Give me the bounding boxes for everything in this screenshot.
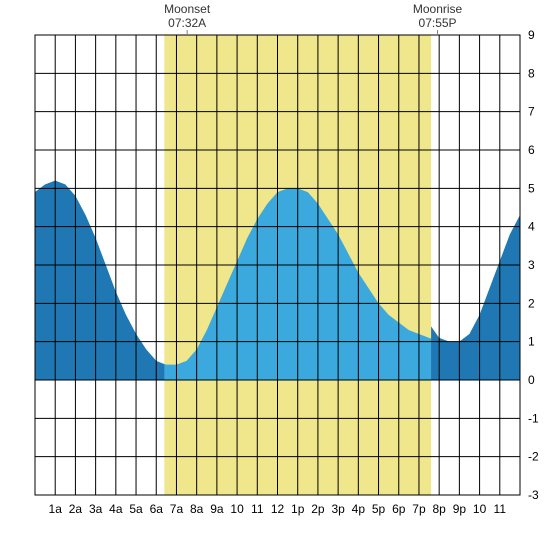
moonrise-label: Moonrise xyxy=(413,2,463,16)
y-tick-label: 7 xyxy=(528,105,535,119)
moonset-label: Moonset xyxy=(164,2,211,16)
y-tick-label: -2 xyxy=(528,450,539,464)
x-tick-label: 1a xyxy=(49,502,63,516)
x-tick-label: 8p xyxy=(432,502,446,516)
y-tick-label: 4 xyxy=(528,220,535,234)
x-tick-label: 2a xyxy=(69,502,83,516)
x-tick-label: 7p xyxy=(412,502,426,516)
chart-svg: -3-2-101234567891a2a3a4a5a6a7a8a9a101112… xyxy=(0,0,550,550)
x-tick-label: 6p xyxy=(392,502,406,516)
x-tick-label: 11 xyxy=(494,502,507,516)
x-tick-label: 10 xyxy=(473,502,487,516)
x-tick-label: 5a xyxy=(129,502,143,516)
x-tick-label: 4a xyxy=(109,502,123,516)
x-tick-label: 10 xyxy=(230,502,244,516)
x-tick-label: 1p xyxy=(291,502,305,516)
x-tick-label: 2p xyxy=(311,502,325,516)
x-tick-label: 7a xyxy=(170,502,184,516)
y-tick-label: 5 xyxy=(528,181,535,195)
y-tick-label: 8 xyxy=(528,66,535,80)
y-tick-label: 3 xyxy=(528,258,535,272)
y-tick-label: -1 xyxy=(528,411,539,425)
x-tick-label: 3a xyxy=(89,502,103,516)
x-tick-label: 9p xyxy=(453,502,467,516)
x-tick-label: 6a xyxy=(150,502,164,516)
y-tick-label: -3 xyxy=(528,488,539,502)
x-tick-label: 4p xyxy=(352,502,366,516)
x-tick-label: 12 xyxy=(271,502,285,516)
tide-chart: -3-2-101234567891a2a3a4a5a6a7a8a9a101112… xyxy=(0,0,550,550)
x-tick-label: 11 xyxy=(251,502,264,516)
moonrise-time: 07:55P xyxy=(419,16,457,30)
y-tick-label: 0 xyxy=(528,373,535,387)
x-tick-label: 9a xyxy=(210,502,224,516)
y-tick-label: 9 xyxy=(528,28,535,42)
y-tick-label: 2 xyxy=(528,296,535,310)
x-tick-label: 8a xyxy=(190,502,204,516)
y-tick-label: 6 xyxy=(528,143,535,157)
y-tick-label: 1 xyxy=(528,335,535,349)
x-tick-label: 5p xyxy=(372,502,386,516)
x-tick-label: 3p xyxy=(331,502,345,516)
moonset-time: 07:32A xyxy=(168,16,206,30)
